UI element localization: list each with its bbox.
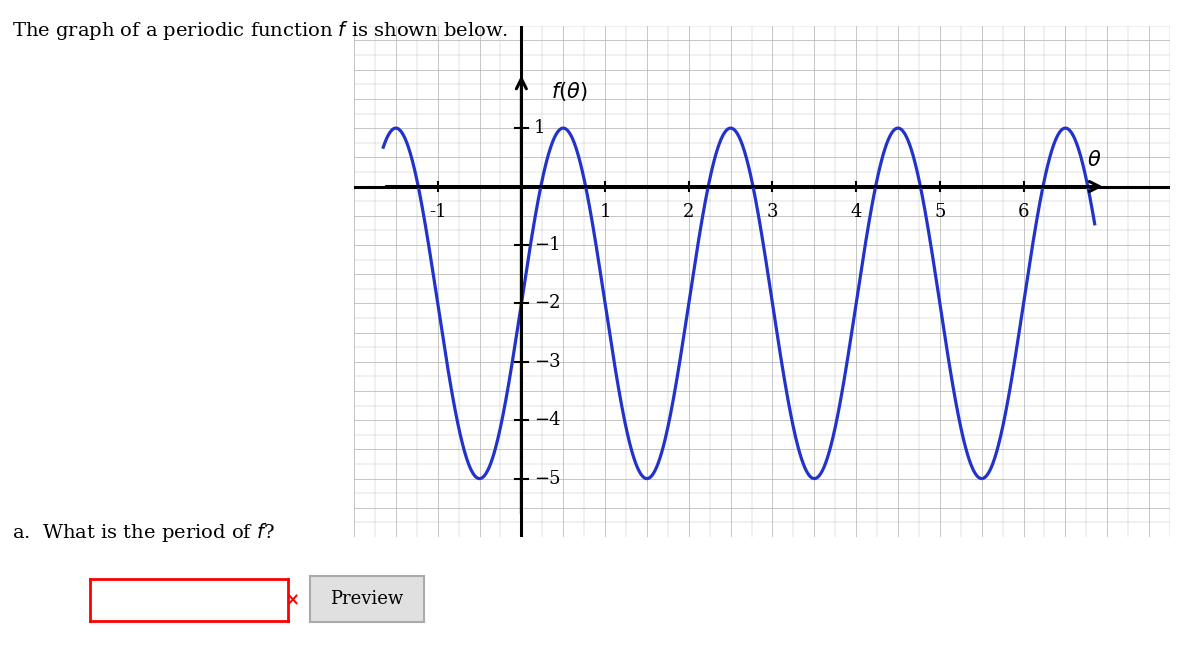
Text: 1: 1 <box>534 119 546 137</box>
Text: −4: −4 <box>534 411 560 429</box>
Text: 2: 2 <box>683 203 695 221</box>
Text: −2: −2 <box>534 294 560 313</box>
Text: The graph of a periodic function $f$ is shown below.: The graph of a periodic function $f$ is … <box>12 19 509 43</box>
Text: -1: -1 <box>428 203 446 221</box>
Text: 4: 4 <box>851 203 862 221</box>
Text: −1: −1 <box>534 236 560 254</box>
Text: −5: −5 <box>534 470 560 488</box>
Text: a.  What is the period of $f$?: a. What is the period of $f$? <box>12 521 275 544</box>
Text: −3: −3 <box>534 353 560 371</box>
Text: $f(\theta)$: $f(\theta)$ <box>551 80 587 104</box>
Text: 3: 3 <box>767 203 779 221</box>
Text: Preview: Preview <box>330 590 403 608</box>
Text: 5: 5 <box>934 203 946 221</box>
Text: 6: 6 <box>1018 203 1030 221</box>
Text: $\theta$: $\theta$ <box>1087 150 1102 170</box>
Text: 1: 1 <box>599 203 611 221</box>
Text: ×: × <box>286 591 300 609</box>
